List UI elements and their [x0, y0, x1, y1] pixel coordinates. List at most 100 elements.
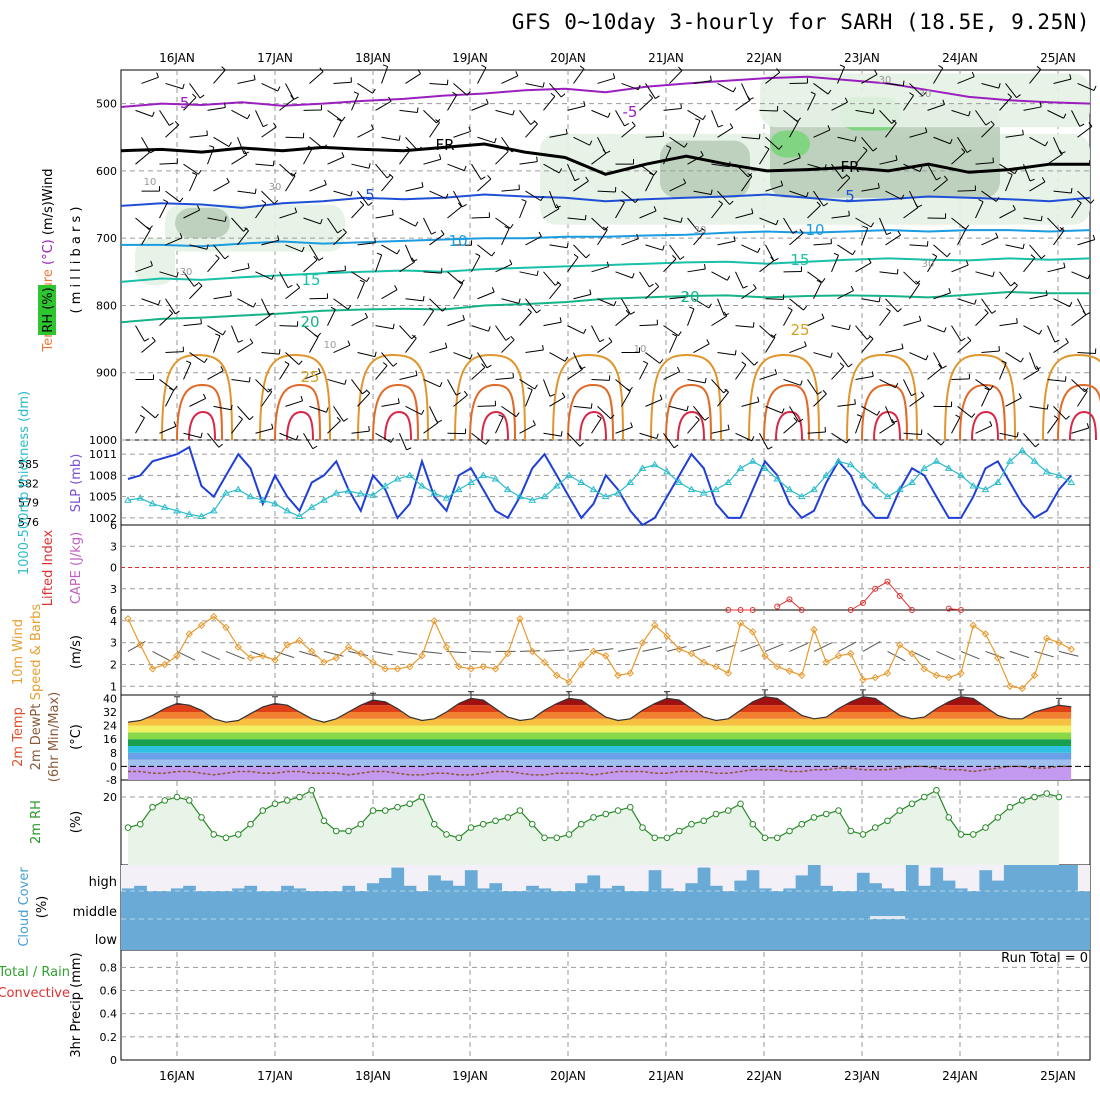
- wind-barb: [813, 352, 831, 358]
- wind-barb: [903, 163, 921, 172]
- wind-barb-flag: [589, 289, 592, 295]
- wind-barb: [237, 342, 254, 353]
- wind-barb: [687, 419, 700, 434]
- wind-barb: [639, 210, 657, 219]
- wind-barb-flag: [655, 95, 660, 99]
- rh-marker: [626, 803, 634, 811]
- wind-barb: [981, 124, 995, 138]
- temp-band: [128, 725, 1072, 733]
- cloud-high-bar: [905, 865, 919, 891]
- wind-barb-flag: [700, 150, 704, 156]
- wind-barb: [789, 190, 807, 198]
- wind-barb-flag: [583, 328, 587, 334]
- wind-barb: [693, 343, 710, 353]
- wind-barb: [927, 325, 945, 333]
- cloud-high-bar: [232, 888, 245, 891]
- wind-barb-flag: [564, 356, 569, 362]
- wind-barb: [639, 97, 654, 111]
- wind-barb-flag: [480, 176, 486, 180]
- wind-barb: [741, 287, 757, 300]
- wind-barb: [183, 271, 195, 287]
- wind-barb: [861, 227, 869, 246]
- rh-area: [128, 790, 1059, 865]
- wind-tick-label: 1: [110, 680, 117, 693]
- wind-barb: [477, 136, 495, 144]
- wind-barb: [135, 325, 145, 342]
- wind-barb-flag: [733, 236, 736, 242]
- rh-marker: [957, 831, 965, 838]
- wind-barb: [975, 271, 994, 277]
- wind-barb-flag: [394, 285, 398, 290]
- wind-barb-flag: [932, 253, 938, 257]
- wind-speed-marker: [932, 671, 941, 680]
- wind-barb: [231, 378, 250, 383]
- wind-barb-flag: [336, 416, 341, 422]
- wind-barb-flag: [872, 108, 875, 114]
- wind-barb: [669, 70, 683, 84]
- wind-barb: [279, 363, 290, 380]
- cloud-high-bar: [489, 883, 503, 891]
- wind-barb: [735, 271, 744, 289]
- wind-barb: [135, 265, 153, 273]
- wind-barb: [279, 325, 298, 327]
- profile-label-part: (°C): [41, 239, 56, 265]
- wind-barb: [615, 313, 630, 327]
- wind-barb-flag: [924, 127, 928, 133]
- wind-barb: [957, 405, 972, 418]
- wind-barb: [381, 289, 398, 300]
- wind-barb-flag: [935, 177, 941, 181]
- lifted-index-marker: [872, 585, 879, 592]
- rh-legend-label: RH (%): [41, 287, 56, 332]
- wind-barb: [837, 136, 856, 142]
- wind-speed-marker: [553, 671, 561, 680]
- cloud-high-bar: [587, 875, 601, 891]
- temp-band: [128, 746, 1072, 753]
- wind-speed-marker: [418, 652, 426, 660]
- wind-barb-flag: [1007, 93, 1012, 98]
- cloud-high-bar: [856, 872, 870, 891]
- wind-barb: [183, 209, 200, 219]
- wind-barb-flag: [747, 173, 753, 177]
- wind-barb-flag: [702, 115, 706, 120]
- wind-barb-flag: [254, 188, 257, 194]
- run-total-label: Run Total = 0: [1001, 951, 1088, 966]
- thickness-marker: [234, 485, 243, 493]
- rh-marker: [504, 814, 512, 821]
- wind-barb-flag: [392, 362, 398, 367]
- wind-barb: [1047, 378, 1066, 382]
- wind-speed-marker: [1030, 671, 1039, 680]
- thickness-marker: [650, 460, 659, 468]
- wind-barb: [519, 424, 536, 434]
- wind-barb: [453, 130, 471, 138]
- cloud-high-bar: [1028, 865, 1042, 891]
- wind-barb-flag: [686, 405, 689, 411]
- wind-barb: [423, 110, 437, 124]
- date-label-bottom: 23JAN: [844, 1069, 880, 1083]
- rh-marker: [724, 807, 732, 814]
- wind-tick-label: 2: [110, 658, 117, 671]
- wind-barb: [357, 352, 376, 358]
- temp-maxmin-marker: [1056, 697, 1062, 706]
- cloud-high-bar: [526, 885, 539, 891]
- wind-barb-flag: [901, 194, 905, 200]
- wind-barb: [237, 298, 254, 308]
- wind-barb: [375, 163, 388, 179]
- wind-barb: [405, 136, 419, 151]
- wind-barb: [663, 107, 682, 111]
- thickness-marker: [1030, 457, 1039, 464]
- wind-barb-flag: [323, 144, 328, 149]
- wind-barb: [807, 271, 823, 283]
- temp-tick-label: -8: [106, 774, 117, 787]
- wind-barb-flag: [631, 121, 636, 127]
- surface-wind-barb: [299, 650, 319, 658]
- surface-wind-barb: [593, 648, 614, 652]
- wind-barb: [447, 163, 465, 172]
- wind-speed-marker: [626, 669, 634, 677]
- rh-marker: [798, 820, 806, 828]
- rh-shading-area: [660, 140, 750, 198]
- wind-barb-flag: [463, 390, 468, 396]
- wind-barb: [693, 406, 706, 421]
- temp-maxmin-marker: [958, 689, 964, 697]
- wind-barb: [309, 336, 319, 353]
- wind-barb: [807, 93, 816, 111]
